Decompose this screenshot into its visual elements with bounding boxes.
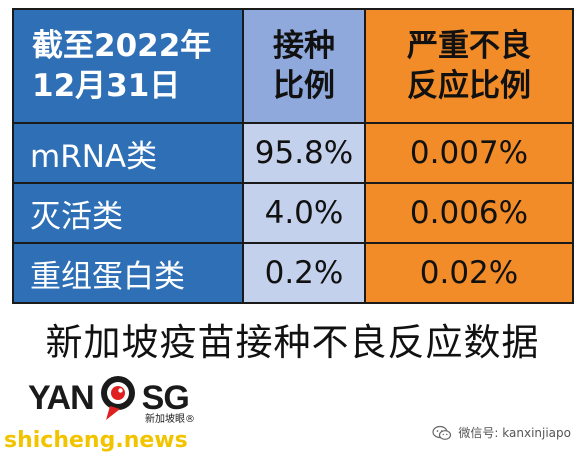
vaccine-data-table: 截至2022年 12月31日 接种 比例 严重不良 反应比例 mRNA类 95.… — [12, 8, 574, 304]
header-date: 截至2022年 12月31日 — [12, 8, 244, 124]
logo-subtitle: 新加坡眼® — [145, 414, 195, 425]
vaccination-rate-cell: 0.2% — [242, 242, 366, 304]
logo-text-right: SG — [141, 378, 190, 417]
adverse-rate-cell: 0.006% — [364, 182, 574, 244]
wechat-icon — [432, 425, 452, 440]
table-caption: 新加坡疫苗接种不良反应数据 — [45, 321, 540, 364]
table-row: 重组蛋白类 0.2% 0.02% — [12, 242, 574, 304]
adverse-rate-cell: 0.007% — [364, 122, 574, 184]
logo-text-left: YAN — [28, 378, 95, 417]
table-row: mRNA类 95.8% 0.007% — [12, 122, 574, 184]
eye-icon — [100, 376, 135, 420]
wechat-id: 微信号: kanxinjiapo — [432, 424, 571, 441]
header-adverse-line2: 反应比例 — [407, 68, 531, 104]
header-adverse-rate: 严重不良 反应比例 — [364, 8, 574, 124]
table-row: 灭活类 4.0% 0.006% — [12, 182, 574, 244]
vaccine-type-cell: 重组蛋白类 — [12, 242, 244, 304]
header-adverse-line1: 严重不良 — [407, 28, 531, 64]
header-rate-line1: 接种 — [273, 28, 335, 64]
vaccine-type-cell: mRNA类 — [12, 122, 244, 184]
adverse-rate-cell: 0.02% — [364, 242, 574, 304]
vaccination-rate-cell: 95.8% — [242, 122, 366, 184]
vaccine-type-cell: 灭活类 — [12, 182, 244, 244]
header-date-line2: 12月31日 — [32, 68, 181, 104]
header-vaccination-rate: 接种 比例 — [242, 8, 366, 124]
yansg-logo: YAN SG 新加坡眼® — [28, 372, 195, 425]
header-date-line1: 截至2022年 — [32, 28, 212, 64]
vaccination-rate-cell: 4.0% — [242, 182, 366, 244]
site-watermark: shicheng.news — [4, 428, 188, 453]
table-header-row: 截至2022年 12月31日 接种 比例 严重不良 反应比例 — [12, 8, 574, 124]
header-rate-line2: 比例 — [273, 68, 335, 104]
wechat-text: 微信号: kanxinjiapo — [458, 426, 571, 440]
